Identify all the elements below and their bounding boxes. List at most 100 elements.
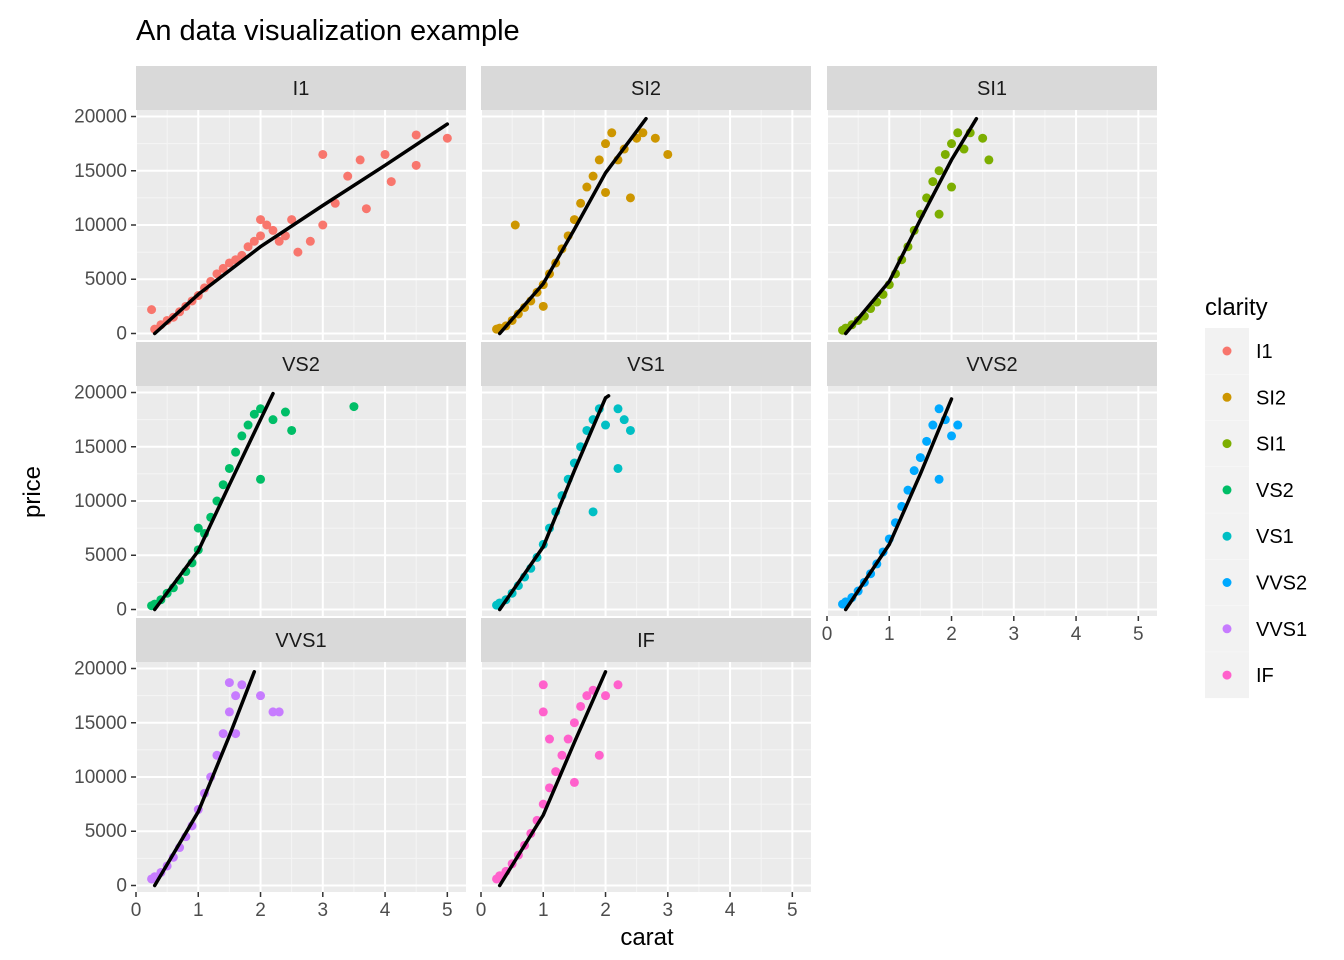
data-point [193,523,203,533]
x-tick-label: 4 [380,900,391,921]
y-tick-label: 20000 [74,383,127,404]
data-point [330,198,340,208]
data-point [544,734,554,744]
data-point [305,236,315,246]
y-tick-label: 15000 [74,437,127,458]
fit-line [497,670,608,888]
data-point [576,198,586,208]
data-point [619,415,629,425]
data-point [274,236,284,246]
data-point [243,242,253,252]
data-point [613,463,623,473]
data-point [349,402,359,412]
data-point [934,209,944,219]
data-point [510,220,520,230]
legend-swatch [1222,531,1232,541]
data-point [551,767,561,777]
y-tick-label: 0 [116,599,127,620]
data-layer [492,670,623,888]
y-tick-label: 5000 [85,821,127,842]
y-tick-label: 10000 [74,767,127,788]
facet-panel-si1: SI1 [826,66,1157,340]
facet-strip [827,66,1157,110]
data-point [607,128,617,138]
x-tick-label: 0 [822,624,833,645]
x-tick-label: 3 [663,900,674,921]
fit-line [152,670,257,888]
x-tick-label: 1 [884,624,895,645]
y-tick-label: 5000 [85,545,127,566]
legend-label: VVS1 [1256,619,1307,641]
fit-line [843,397,954,612]
facet-strip-label: IF [637,630,655,652]
x-tick-label: 4 [1071,624,1082,645]
fit-line [152,391,275,612]
data-point [224,678,234,688]
data-point [947,139,957,149]
facet-strip-label: VVS2 [966,354,1017,376]
data-layer [838,397,963,612]
legend-label: SI2 [1256,387,1286,409]
data-point [287,425,297,435]
data-layer [147,670,284,888]
data-point [922,436,932,446]
data-point [231,691,241,701]
data-point [588,171,598,181]
y-tick-label: 15000 [74,713,127,734]
facet-panel-vvs1: VVS1 0 5000 10000 15000 20000 0 1 2 3 4 5 [74,618,466,921]
legend-label: VVS2 [1256,573,1307,595]
x-tick-label: 5 [787,900,798,921]
data-point [601,691,611,701]
legend-swatch [1222,624,1232,634]
legend-swatch [1222,346,1232,356]
data-point [563,734,573,744]
data-point [625,193,635,203]
data-point [538,680,548,690]
facet-strip [481,342,811,386]
data-point [638,128,648,138]
data-point [361,204,371,214]
y-tick-label: 10000 [74,215,127,236]
data-point [601,187,611,197]
legend-label: I1 [1256,341,1273,363]
data-point [380,149,390,159]
data-point [212,269,222,279]
data-point [588,507,598,517]
facet-strip [136,66,466,110]
data-point [268,225,278,235]
legend-swatch [1222,485,1232,495]
data-point [386,177,396,187]
data-point [928,420,938,430]
data-point [218,480,228,490]
data-point [663,149,673,159]
fit-line [497,116,648,336]
x-axis-title: carat [620,924,674,951]
x-tick-label: 4 [725,900,736,921]
y-tick-label: 10000 [74,491,127,512]
data-point [978,133,988,143]
data-point [318,220,328,230]
data-point [594,155,604,165]
data-point [594,750,604,760]
facet-strip [136,618,466,662]
data-point [243,420,253,430]
facet-strip [481,66,811,110]
data-layer [492,116,673,336]
legend-item-vvs1: VVS1 [1205,605,1307,652]
data-point [231,447,241,457]
data-point [256,215,266,225]
facet-strip-label: VVS1 [275,630,326,652]
y-tick-label: 15000 [74,161,127,182]
data-point [355,155,365,165]
data-layer [838,116,994,336]
data-point [915,453,925,463]
x-tick-label: 3 [1009,624,1020,645]
facet-panel-i1: I1 0 5000 10000 15000 20000 [74,66,466,344]
fit-line [152,122,450,336]
data-point [934,474,944,484]
x-tick-label: 2 [946,624,957,645]
data-layer [147,122,452,336]
fit-line [843,116,979,336]
fit-line [497,394,611,612]
